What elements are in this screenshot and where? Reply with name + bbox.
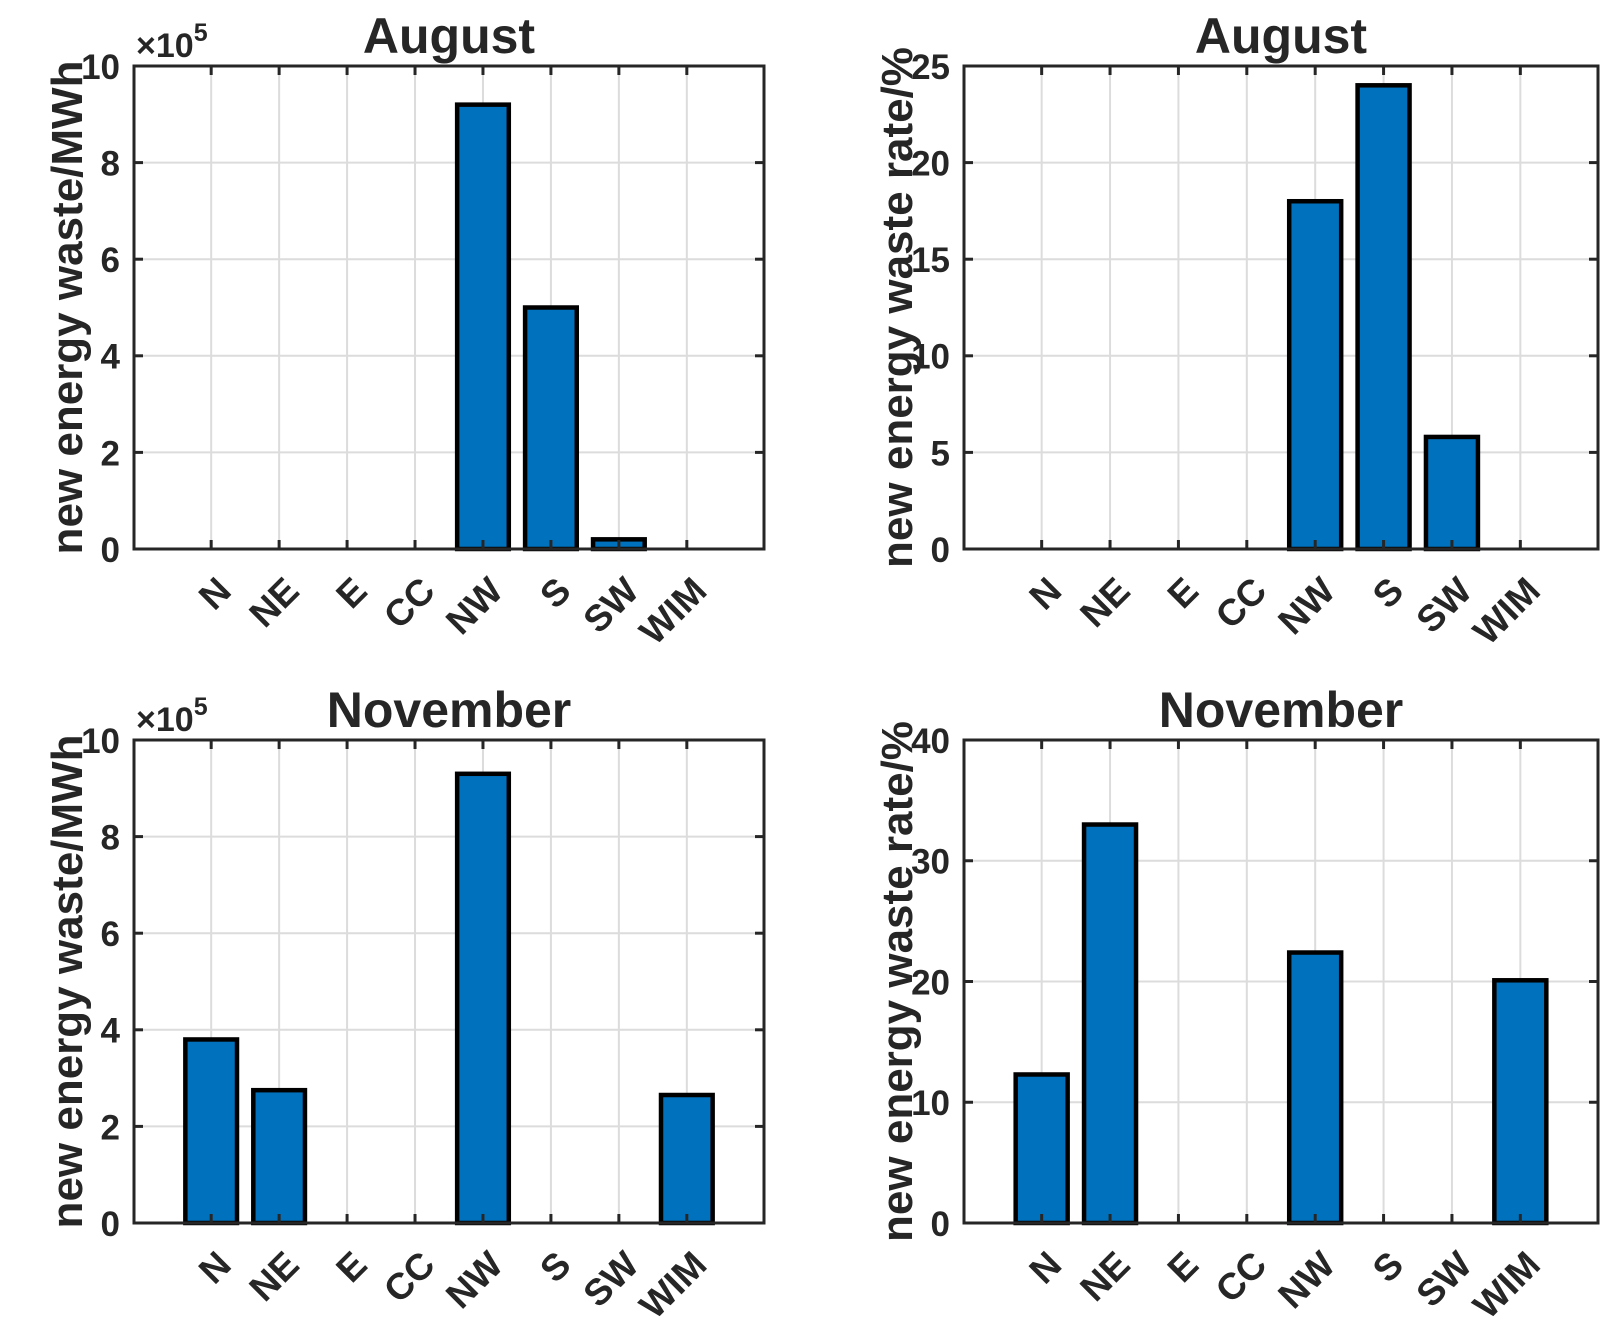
y-axis-label: new energy waste/MWh: [43, 61, 92, 555]
x-tick-label-SW: SW: [1408, 1244, 1479, 1315]
y-tick-label: 10: [911, 338, 950, 377]
plot-box: [962, 64, 1600, 551]
bar-NW: [454, 771, 512, 1226]
bar-S: [1355, 83, 1412, 552]
bar-WIM: [1492, 978, 1549, 1226]
chart-title: November: [327, 682, 572, 738]
bar-NW: [454, 102, 512, 552]
x-tick-label-SW: SW: [1408, 570, 1479, 641]
y-axis-label: new energy waste/MWh: [43, 735, 92, 1229]
x-tick-label-NW: NW: [438, 1244, 511, 1317]
bar-NE: [1081, 822, 1139, 1226]
chart-title: November: [1159, 682, 1404, 738]
bar-WIM: [658, 1092, 715, 1226]
y-tick-label: 4: [101, 1012, 121, 1051]
chart-title: August: [1195, 8, 1368, 64]
x-tick-label-NW: NW: [438, 570, 511, 643]
y-tick-label: 8: [101, 819, 120, 858]
x-tick-label-S: S: [1365, 570, 1411, 616]
x-tick-label-N: N: [191, 570, 239, 618]
x-tick-label-WIM: WIM: [1465, 1244, 1548, 1327]
y-tick-label: 0: [101, 531, 120, 570]
y-tick-label: 0: [931, 1205, 950, 1244]
y-tick-label: 30: [911, 843, 950, 882]
x-tick-label-NE: NE: [241, 570, 306, 635]
x-tick-label-NE: NE: [1072, 570, 1137, 635]
y-axis-exponent-label: ×105: [136, 693, 208, 739]
x-tick-label-S: S: [532, 1244, 578, 1290]
y-tick-label: 40: [911, 722, 950, 761]
y-tick-label: 2: [101, 434, 120, 473]
bar-N: [183, 1037, 240, 1226]
chart-title: August: [363, 8, 536, 64]
y-tick-label: 8: [101, 145, 120, 184]
plot-box: [132, 64, 766, 551]
x-tick-label-N: N: [191, 1244, 239, 1292]
x-tick-label-N: N: [1021, 1244, 1069, 1292]
y-tick-label: 0: [931, 531, 950, 570]
y-tick-label: 15: [911, 241, 950, 280]
x-tick-label-E: E: [1160, 1244, 1206, 1290]
y-tick-label: 25: [911, 48, 950, 87]
x-tick-label-S: S: [1365, 1244, 1411, 1290]
plot-box: [132, 738, 766, 1225]
y-tick-label: 0: [101, 1205, 120, 1244]
y-tick-label: 20: [911, 963, 950, 1002]
y-axis-label: new energy waste rate/%: [873, 47, 922, 568]
y-axis-label: new energy waste rate/%: [873, 721, 922, 1242]
x-tick-label-N: N: [1021, 570, 1069, 618]
x-tick-label-E: E: [328, 1244, 374, 1290]
y-tick-label: 4: [101, 338, 121, 377]
y-tick-label: 10: [81, 722, 120, 761]
y-tick-label: 5: [931, 434, 950, 473]
x-tick-label-SW: SW: [575, 570, 646, 641]
y-tick-label: 10: [911, 1084, 950, 1123]
bar-NW: [1286, 950, 1344, 1226]
x-tick-label-CC: CC: [1208, 1244, 1275, 1311]
y-axis-exponent-label: ×105: [136, 19, 208, 65]
bar-N: [1013, 1072, 1070, 1226]
bar-NE: [251, 1087, 308, 1226]
y-tick-label: 6: [101, 241, 120, 280]
x-tick-label-S: S: [532, 570, 578, 616]
x-tick-label-NW: NW: [1270, 1244, 1343, 1317]
y-tick-label: 10: [81, 48, 120, 87]
x-tick-label-E: E: [1160, 570, 1206, 616]
x-tick-label-NE: NE: [1072, 1244, 1137, 1309]
bar-NW: [1286, 198, 1344, 552]
y-tick-label: 20: [911, 145, 950, 184]
bar-S: [522, 305, 579, 552]
x-tick-label-CC: CC: [376, 1244, 443, 1311]
x-tick-label-SW: SW: [575, 1244, 646, 1315]
x-tick-label-CC: CC: [1208, 570, 1275, 637]
x-tick-label-WIM: WIM: [632, 1244, 715, 1327]
y-tick-label: 6: [101, 915, 120, 954]
x-tick-label-E: E: [328, 570, 374, 616]
y-tick-label: 2: [101, 1108, 120, 1147]
x-tick-label-WIM: WIM: [1465, 570, 1548, 653]
x-tick-label-NW: NW: [1270, 570, 1343, 643]
bar-SW: [1423, 434, 1481, 552]
x-tick-label-NE: NE: [241, 1244, 306, 1309]
x-tick-label-WIM: WIM: [632, 570, 715, 653]
x-tick-label-CC: CC: [376, 570, 443, 637]
